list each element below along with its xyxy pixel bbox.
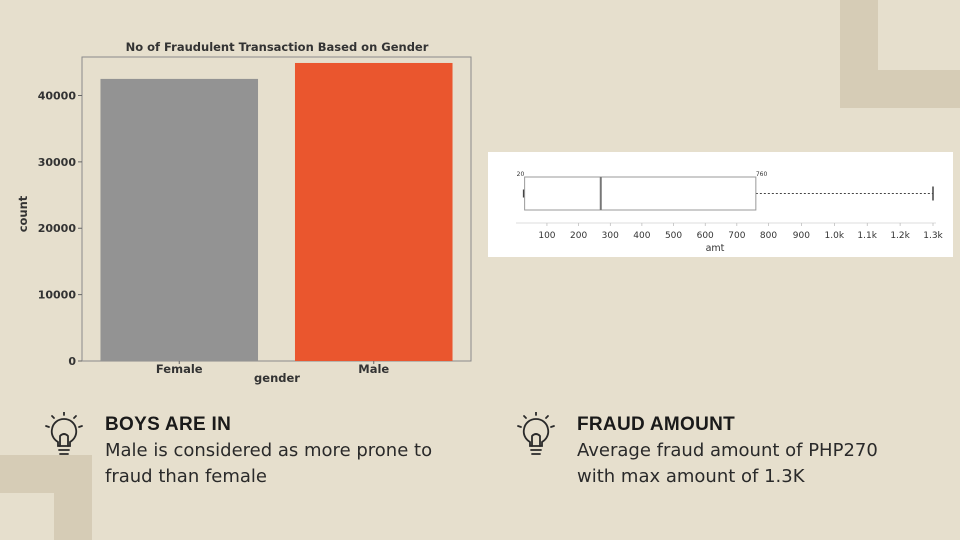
chart-title: No of Fraudulent Transaction Based on Ge… [126, 40, 429, 54]
x-tick-label: Male [358, 362, 389, 376]
x-tick-label: 300 [602, 231, 619, 241]
y-tick-label: 0 [68, 355, 76, 368]
x-tick-label: 1.1k [857, 231, 877, 241]
y-tick-label: 40000 [38, 89, 77, 102]
x-tick-label: 1.2k [890, 231, 910, 241]
insight-heading: FRAUD AMOUNT [577, 414, 736, 435]
y-tick-label: 10000 [38, 289, 77, 302]
insight-line: Male is considered as more prone to [105, 440, 433, 461]
plot-panel [81, 56, 472, 362]
iqr-box [524, 176, 757, 211]
corner-decoration-top-right-inner [878, 0, 960, 70]
x-tick-label: 700 [728, 231, 745, 241]
lightbulb-icon [517, 412, 555, 455]
insight-line: fraud than female [105, 466, 267, 487]
x-tick-label: 1.0k [825, 231, 845, 241]
corner-decoration-bottom-left-inner [0, 493, 54, 540]
gender-bar-chart: No of Fraudulent Transaction Based on Ge… [0, 30, 480, 390]
x-tick-label: 900 [793, 231, 810, 241]
y-axis-label: count [16, 195, 30, 232]
box-x-axis-label: amt [706, 243, 725, 254]
x-tick-label: Female [156, 362, 203, 376]
bar-male [294, 62, 453, 361]
insight-heading: BOYS ARE IN [105, 414, 232, 435]
x-tick-label: 500 [665, 231, 682, 241]
x-tick-label: 1.3k [923, 231, 943, 241]
insight-line: Average fraud amount of PHP270 [577, 440, 878, 461]
whisker-high-label: 760 [756, 171, 768, 178]
insight-line: with max amount of 1.3K [577, 466, 805, 487]
x-tick-label: 600 [697, 231, 714, 241]
x-tick-label: 100 [538, 231, 555, 241]
lightbulb-icon [45, 412, 83, 455]
x-axis-label: gender [254, 371, 300, 385]
y-tick-label: 30000 [38, 156, 77, 169]
y-tick-label: 20000 [38, 222, 77, 235]
x-tick-label: 400 [633, 231, 650, 241]
x-tick-label: 200 [570, 231, 587, 241]
amount-boxplot: 100 200 300 400 500 600 700 800 900 1.0k 1.1k 1.2k 1… [488, 152, 953, 257]
x-tick-label: 800 [760, 231, 777, 241]
bar-female [100, 78, 259, 361]
whisker-low-label: 20 [517, 171, 525, 178]
